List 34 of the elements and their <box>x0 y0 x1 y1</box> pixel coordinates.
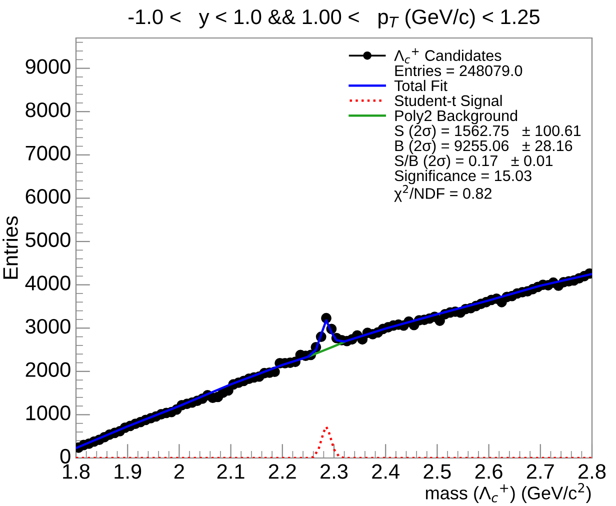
annotation: Entries = 248079.0 <box>395 64 522 76</box>
x-tick-label: 2.1 <box>217 464 244 479</box>
x-tick-label: 2.4 <box>372 464 400 479</box>
annotation: S/B (2σ) = 0.17 ± 0.01 <box>394 154 553 170</box>
x-tick-label: 2.3 <box>320 464 348 479</box>
annotation: B (2σ) = 9255.06 ± 28.16 <box>395 140 572 154</box>
y-tick-label: 3000 <box>26 318 70 334</box>
y-tick-label: 1000 <box>26 406 70 420</box>
legend-label: Total Fit <box>394 80 448 92</box>
y-tick-label: 5000 <box>26 232 70 248</box>
x-axis-title: mass (Λ$_{c}$$^{+}$) (GeV/c$^{2}$) <box>426 482 591 504</box>
x-tick-label: 2.5 <box>424 464 451 479</box>
x-tick-label: 2.7 <box>526 464 554 479</box>
x-tick-label: 2 <box>174 464 184 479</box>
y-tick-label: 4000 <box>25 276 70 290</box>
y-tick-label: 8000 <box>26 102 70 118</box>
y-tick-label: 9000 <box>26 59 70 74</box>
x-tick-label: 2.8 <box>578 464 606 479</box>
legend-label: Student-t Signal <box>394 94 502 110</box>
x-tick-label: 1.9 <box>114 464 142 479</box>
y-tick-label: 2000 <box>26 362 70 377</box>
y-tick-label: 6000 <box>26 189 70 204</box>
annotation: χ$^{2}$/NDF = 0.82 <box>394 184 492 202</box>
y-tick-label: 0 <box>60 448 70 464</box>
annotation: Significance = 15.03 <box>394 170 532 184</box>
x-tick-label: 2.6 <box>475 464 502 479</box>
y-axis-title: Entries <box>2 216 18 279</box>
annotation: S (2σ) = 1562.75 ± 100.61 <box>394 124 581 140</box>
x-tick-label: 2.2 <box>268 464 296 479</box>
chart-title: -1.0 < y < 1.0 && 1.00 < p$_{T}$ (GeV/c) < 1.25 <box>128 8 540 28</box>
x-tick-label: 1.8 <box>63 464 90 479</box>
legend-label: Λ$_{c}$$^{+}$ Candidates <box>394 48 502 64</box>
legend-label: Poly2 Background <box>395 110 518 124</box>
y-tick-label: 7000 <box>26 146 70 160</box>
